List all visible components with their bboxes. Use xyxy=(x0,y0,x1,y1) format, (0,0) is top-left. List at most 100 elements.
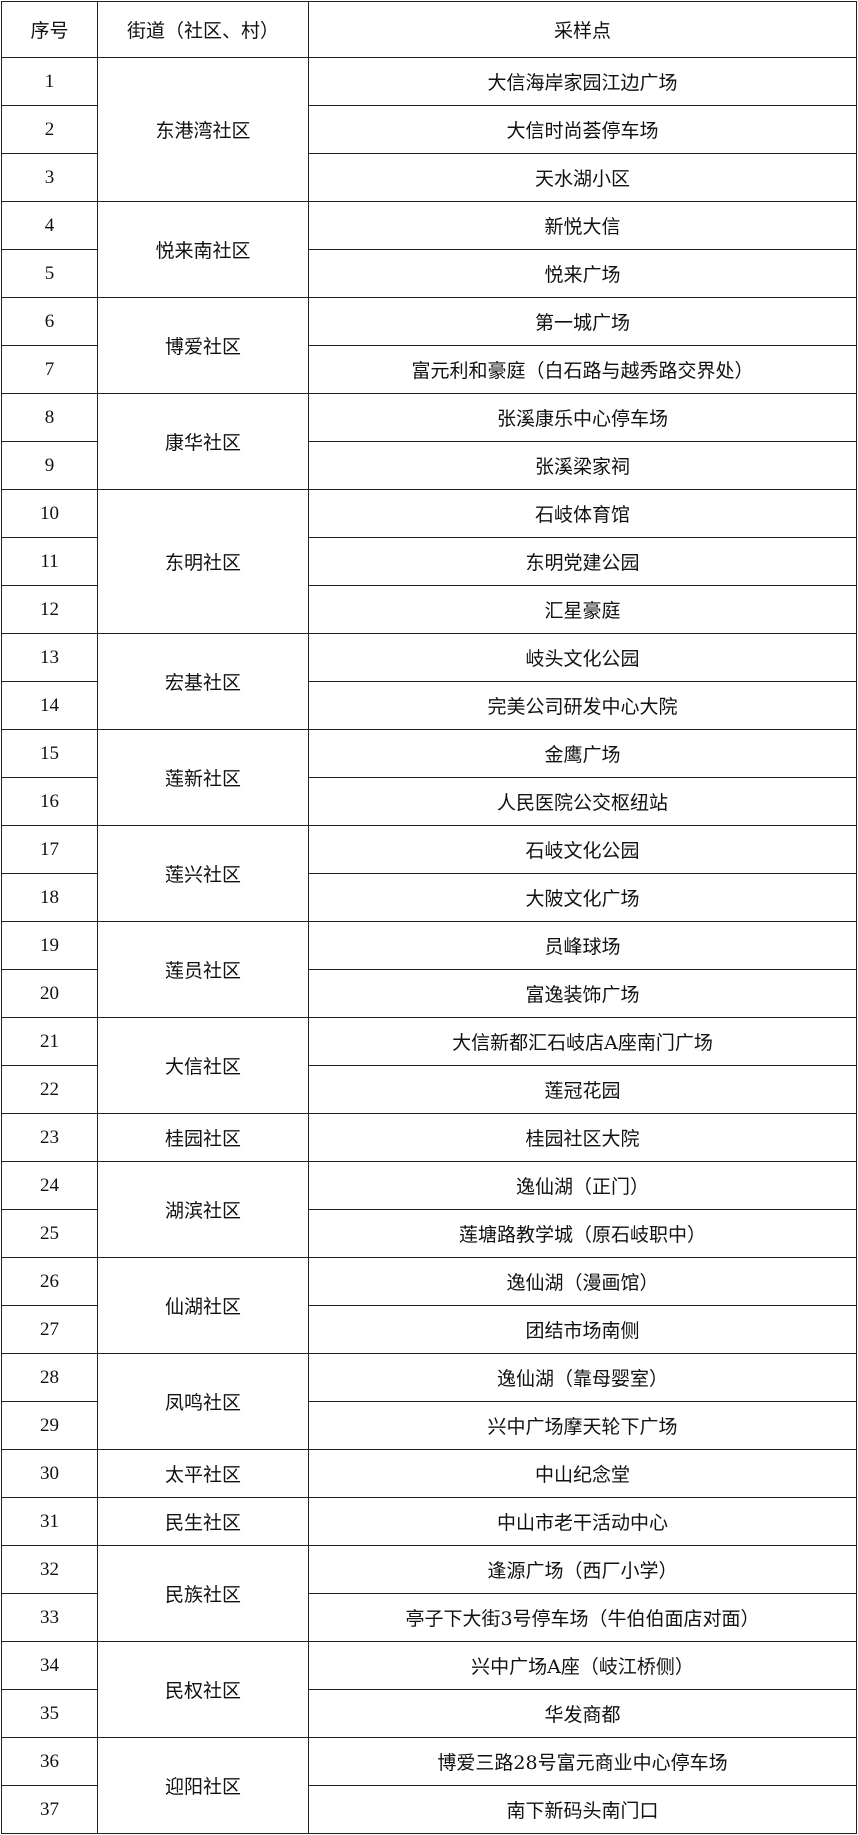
row-index: 1 xyxy=(1,57,98,106)
street-cell: 康华社区 xyxy=(97,393,309,490)
row-index: 13 xyxy=(1,633,98,682)
table-row: 1 东港湾社区 大信海岸家园江边广场 xyxy=(1,57,857,202)
sampling-point-cell: 博爱三路28号富元商业中心停车场 xyxy=(308,1737,857,1786)
street-cell: 仙湖社区 xyxy=(97,1257,309,1354)
sampling-point-cell: 逸仙湖（正门） xyxy=(308,1161,857,1210)
header-street: 街道（社区、村） xyxy=(97,1,309,58)
sampling-point-cell: 张溪康乐中心停车场 xyxy=(308,393,857,442)
sampling-point-cell: 大信时尚荟停车场 xyxy=(308,105,857,154)
street-cell: 湖滨社区 xyxy=(97,1161,309,1258)
street-cell: 民权社区 xyxy=(97,1641,309,1738)
row-index: 14 xyxy=(1,681,98,730)
sampling-point-cell: 东明党建公园 xyxy=(308,537,857,586)
table-row: 37 南下新码头南门口 xyxy=(1,1785,857,1834)
table-row: 25 莲塘路教学城（原石岐职中） xyxy=(1,1209,857,1258)
row-index: 26 xyxy=(1,1257,98,1306)
sampling-point-cell: 兴中广场A座（岐江桥侧） xyxy=(308,1641,857,1690)
row-index: 20 xyxy=(1,969,98,1018)
sampling-point-cell: 逢源广场（西厂小学） xyxy=(308,1545,857,1594)
row-index: 37 xyxy=(1,1785,98,1834)
table-row: 30 太平社区 中山纪念堂 xyxy=(1,1449,857,1498)
sampling-point-cell: 第一城广场 xyxy=(308,297,857,346)
row-index: 17 xyxy=(1,825,98,874)
table-row: 6 博爱社区 第一城广场 xyxy=(1,297,857,394)
street-cell: 太平社区 xyxy=(97,1449,309,1498)
sampling-point-cell: 中山市老干活动中心 xyxy=(308,1497,857,1546)
sampling-point-cell: 石岐文化公园 xyxy=(308,825,857,874)
row-index: 8 xyxy=(1,393,98,442)
sampling-point-cell: 莲冠花园 xyxy=(308,1065,857,1114)
row-index: 32 xyxy=(1,1545,98,1594)
sampling-point-cell: 桂园社区大院 xyxy=(308,1113,857,1162)
sampling-point-cell: 员峰球场 xyxy=(308,921,857,970)
row-index: 10 xyxy=(1,489,98,538)
row-index: 9 xyxy=(1,441,98,490)
table-row: 15 莲新社区 金鹰广场 xyxy=(1,729,857,826)
row-index: 3 xyxy=(1,153,98,202)
header-index: 序号 xyxy=(1,1,98,58)
table-row: 22 莲冠花园 xyxy=(1,1065,857,1114)
sampling-point-cell: 大陂文化广场 xyxy=(308,873,857,922)
street-cell: 悦来南社区 xyxy=(97,201,309,298)
table-row: 21 大信社区 大信新都汇石岐店A座南门广场 xyxy=(1,1017,857,1114)
row-index: 22 xyxy=(1,1065,98,1114)
street-cell: 民族社区 xyxy=(97,1545,309,1642)
row-index: 29 xyxy=(1,1401,98,1450)
row-index: 33 xyxy=(1,1593,98,1642)
street-cell: 莲兴社区 xyxy=(97,825,309,922)
street-cell: 莲员社区 xyxy=(97,921,309,1018)
sampling-point-cell: 中山纪念堂 xyxy=(308,1449,857,1498)
sampling-point-cell: 富元利和豪庭（白石路与越秀路交界处） xyxy=(308,345,857,394)
street-cell: 桂园社区 xyxy=(97,1113,309,1162)
row-index: 15 xyxy=(1,729,98,778)
sampling-point-cell: 逸仙湖（漫画馆） xyxy=(308,1257,857,1306)
sampling-point-cell: 逸仙湖（靠母婴室） xyxy=(308,1353,857,1402)
row-index: 23 xyxy=(1,1113,98,1162)
sampling-point-cell: 悦来广场 xyxy=(308,249,857,298)
street-cell: 莲新社区 xyxy=(97,729,309,826)
sampling-point-cell: 汇星豪庭 xyxy=(308,585,857,634)
table-row: 4 悦来南社区 新悦大信 xyxy=(1,201,857,298)
row-index: 5 xyxy=(1,249,98,298)
table-row: 28 凤鸣社区 逸仙湖（靠母婴室） xyxy=(1,1353,857,1450)
sampling-point-cell: 岐头文化公园 xyxy=(308,633,857,682)
table-row: 27 团结市场南侧 xyxy=(1,1305,857,1354)
table-row: 19 莲员社区 员峰球场 xyxy=(1,921,857,1018)
row-index: 4 xyxy=(1,201,98,250)
table-row: 16 人民医院公交枢纽站 xyxy=(1,777,857,826)
street-cell: 东明社区 xyxy=(97,489,309,634)
header-row: 序号 街道（社区、村） 采样点 xyxy=(1,1,857,58)
row-index: 24 xyxy=(1,1161,98,1210)
sampling-point-cell: 南下新码头南门口 xyxy=(308,1785,857,1834)
table-row: 20 富逸装饰广场 xyxy=(1,969,857,1018)
table-row: 5 悦来广场 xyxy=(1,249,857,298)
row-index: 12 xyxy=(1,585,98,634)
row-index: 31 xyxy=(1,1497,98,1546)
street-cell: 博爱社区 xyxy=(97,297,309,394)
table-row: 7 富元利和豪庭（白石路与越秀路交界处） xyxy=(1,345,857,394)
row-index: 7 xyxy=(1,345,98,394)
sampling-point-cell: 华发商都 xyxy=(308,1689,857,1738)
table-row: 36 迎阳社区 博爱三路28号富元商业中心停车场 xyxy=(1,1737,857,1834)
row-index: 21 xyxy=(1,1017,98,1066)
table-row: 34 民权社区 兴中广场A座（岐江桥侧） xyxy=(1,1641,857,1738)
sampling-point-cell: 天水湖小区 xyxy=(308,153,857,202)
sampling-point-cell: 人民医院公交枢纽站 xyxy=(308,777,857,826)
table-row: 13 宏基社区 岐头文化公园 xyxy=(1,633,857,730)
sampling-point-cell: 金鹰广场 xyxy=(308,729,857,778)
sampling-point-cell: 张溪梁家祠 xyxy=(308,441,857,490)
table-row: 9 张溪梁家祠 xyxy=(1,441,857,490)
row-index: 27 xyxy=(1,1305,98,1354)
table-body: 1 东港湾社区 大信海岸家园江边广场 2 大信时尚荟停车场 3 天水湖小区 4 悦来南社区 新悦大… xyxy=(1,57,857,1834)
row-index: 34 xyxy=(1,1641,98,1690)
row-index: 30 xyxy=(1,1449,98,1498)
row-index: 11 xyxy=(1,537,98,586)
row-index: 25 xyxy=(1,1209,98,1258)
row-index: 19 xyxy=(1,921,98,970)
sampling-point-cell: 大信新都汇石岐店A座南门广场 xyxy=(308,1017,857,1066)
row-index: 36 xyxy=(1,1737,98,1786)
sampling-point-cell: 团结市场南侧 xyxy=(308,1305,857,1354)
header-sampling-point: 采样点 xyxy=(308,1,857,58)
sampling-point-cell: 完美公司研发中心大院 xyxy=(308,681,857,730)
